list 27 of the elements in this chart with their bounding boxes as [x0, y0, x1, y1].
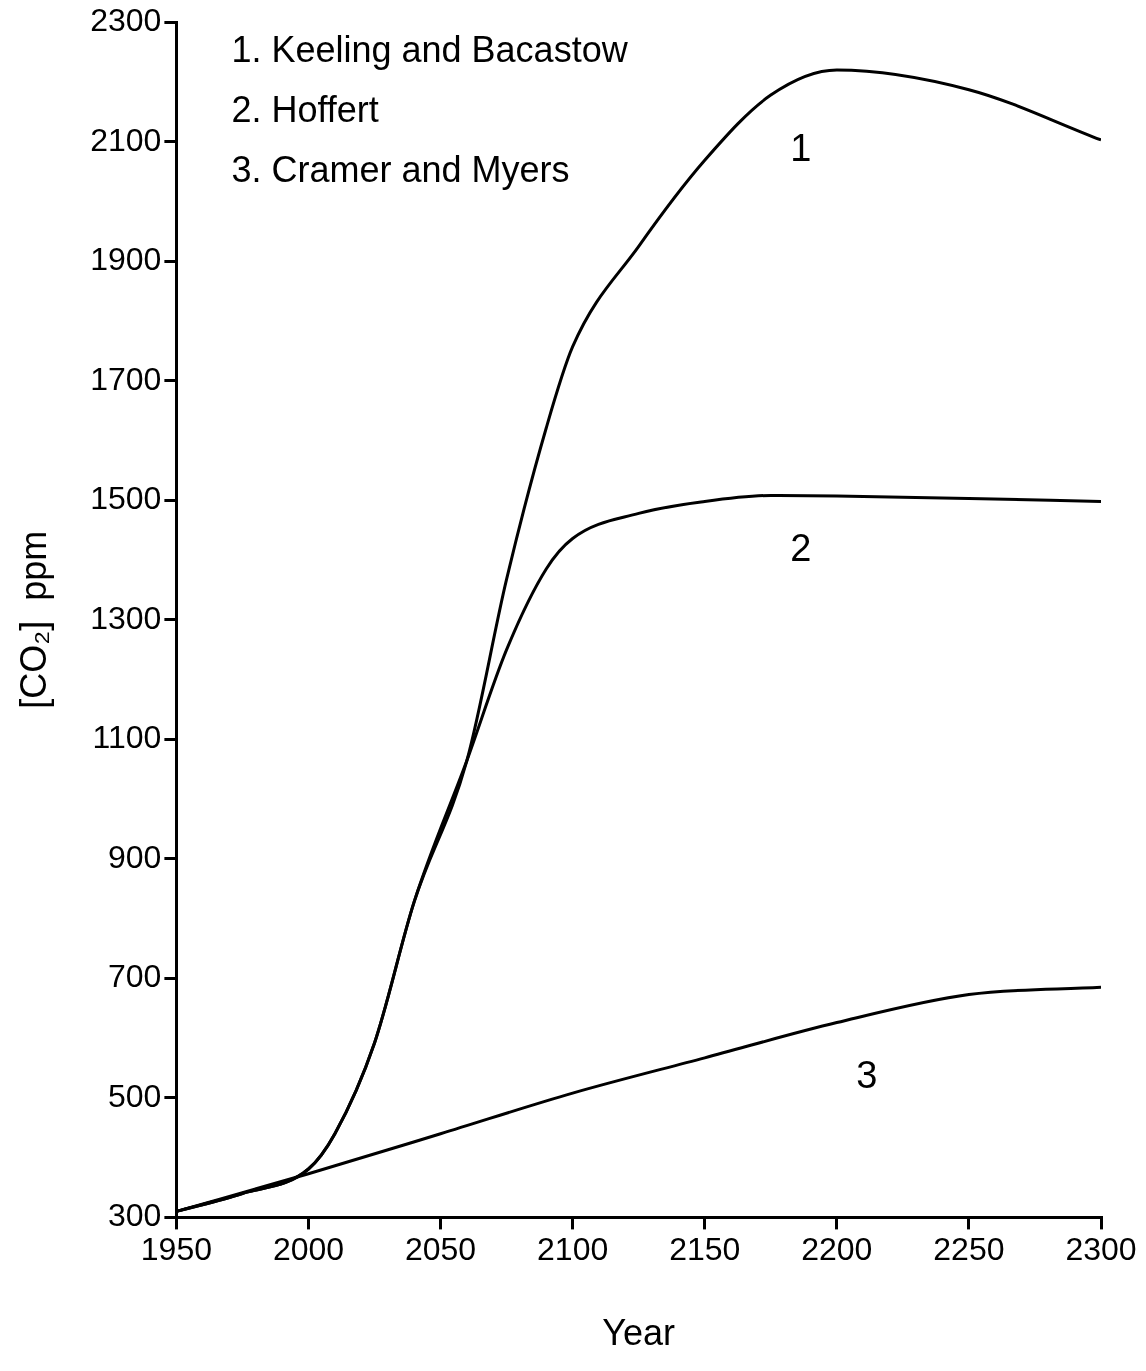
x-tick-label: 2000 [272, 1231, 345, 1268]
annotation: 2. Hoffert [231, 89, 379, 131]
x-tick-label: 2050 [404, 1231, 477, 1268]
series-label: 3 [856, 1054, 878, 1097]
y-tick-label: 1900 [90, 241, 162, 278]
annotation: 1. Keeling and Bacastow [231, 29, 629, 71]
x-tick-label: 2250 [933, 1231, 1005, 1268]
annotation: 3. Cramer and Myers [231, 149, 570, 191]
y-tick-label: 1500 [90, 480, 162, 517]
x-tick-label: 2300 [1065, 1231, 1137, 1268]
y-tick-label: 300 [108, 1197, 162, 1234]
y-tick-label: 1300 [90, 599, 162, 636]
y-tick-label: 2300 [90, 2, 162, 39]
series-label: 1 [790, 126, 812, 169]
x-axis-title: Year [602, 1312, 676, 1354]
x-tick-label: 2150 [669, 1231, 741, 1268]
y-tick-label: 900 [108, 838, 162, 875]
x-tick-label: 2200 [801, 1231, 873, 1268]
y-tick-label: 1700 [90, 360, 162, 397]
y-tick-label: 1100 [92, 719, 162, 756]
x-tick-label: 2100 [537, 1231, 609, 1268]
x-tick-label: 1950 [140, 1231, 212, 1268]
y-tick-label: 700 [108, 958, 162, 995]
y-tick-label: 500 [108, 1077, 162, 1114]
series-label: 2 [790, 526, 812, 569]
y-axis-title: [CO₂] ppm [12, 530, 54, 709]
y-tick-label: 2100 [90, 121, 162, 158]
